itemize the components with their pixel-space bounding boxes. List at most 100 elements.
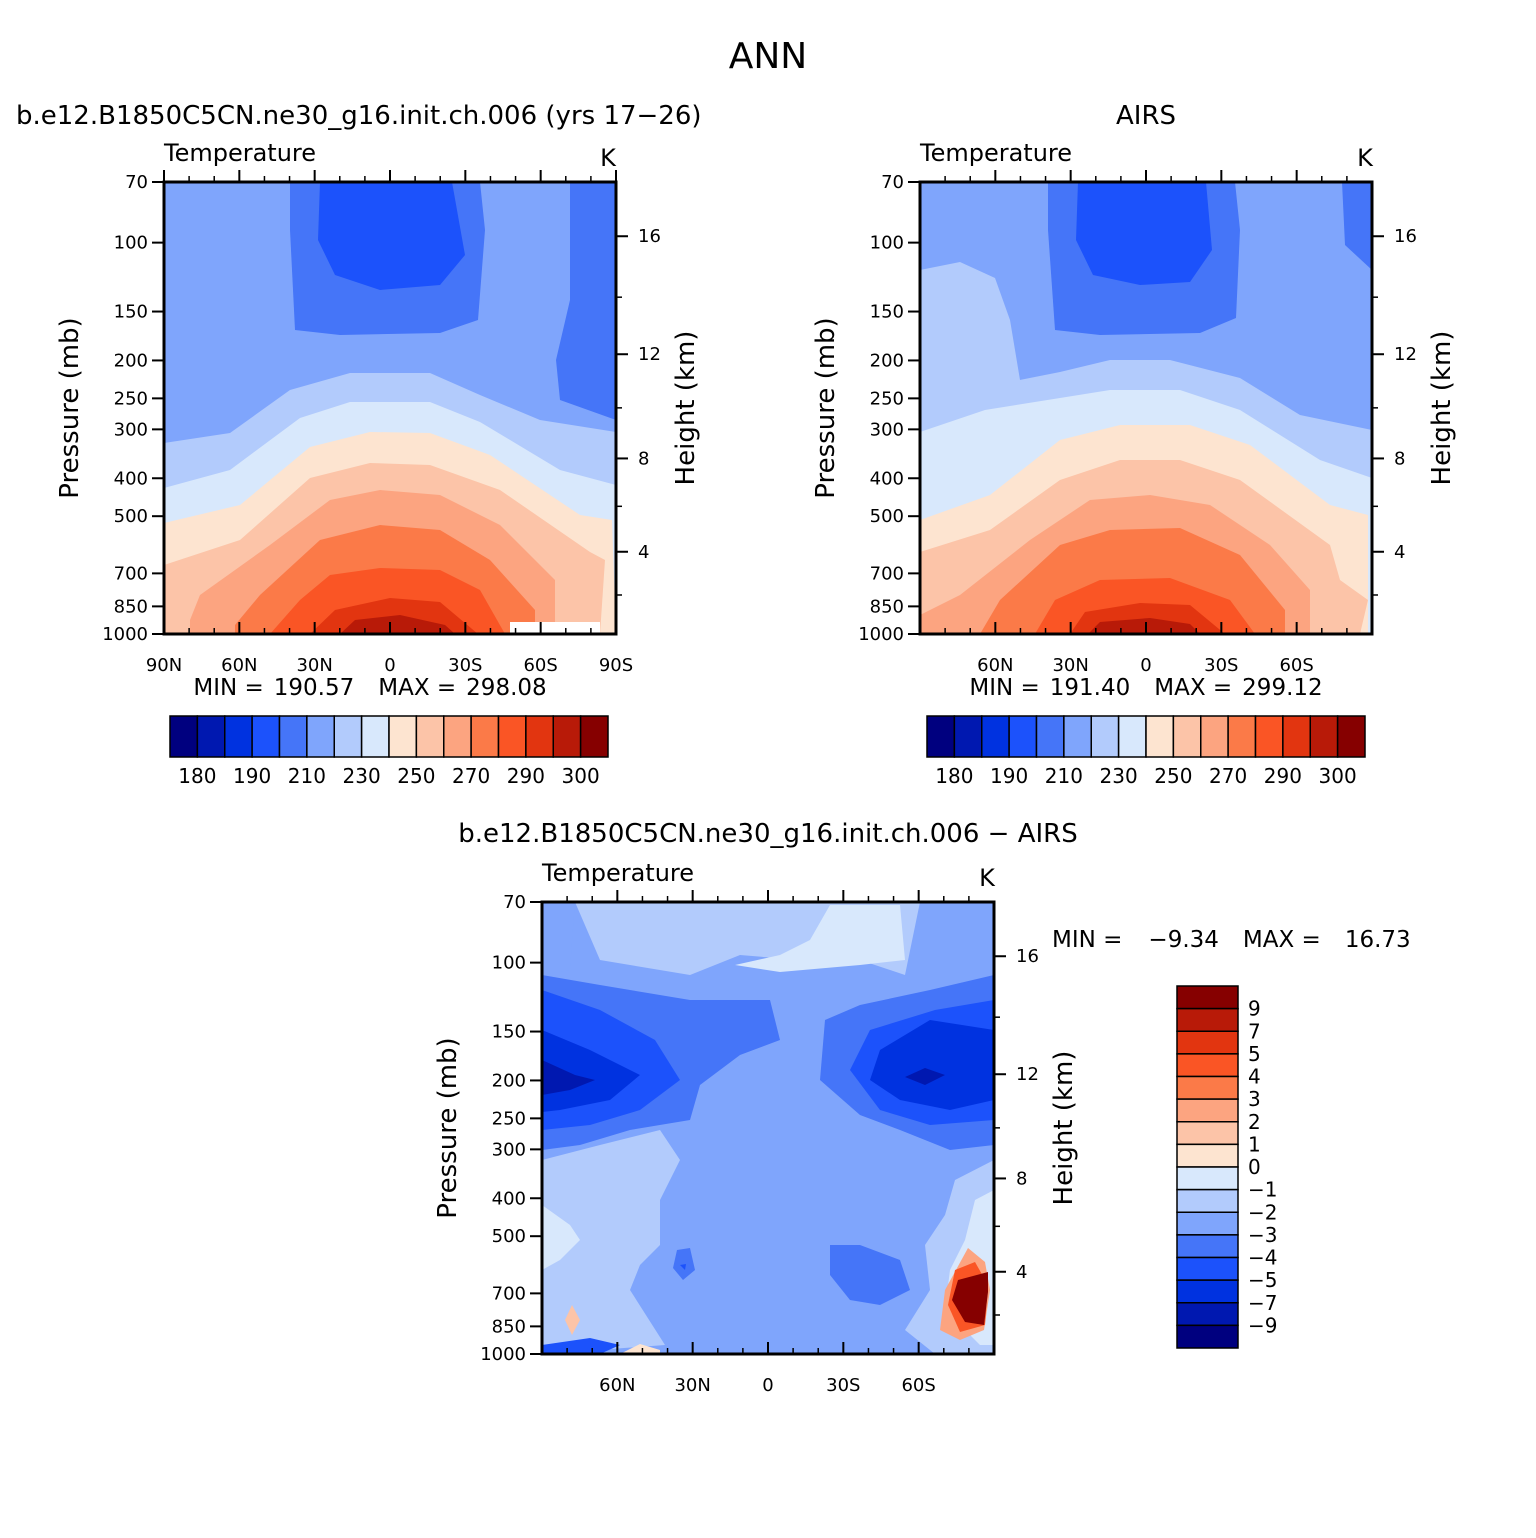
band-0-north-low xyxy=(542,1205,580,1270)
band-minus3-mid xyxy=(830,1245,910,1305)
panel-difference-stats: MIN = −9.34 MAX = 16.73 xyxy=(1052,927,1411,953)
height-tick-label: 4 xyxy=(638,542,649,563)
y-tick-label: 200 xyxy=(114,350,148,371)
y-tick-label: 100 xyxy=(492,953,526,974)
x-tick-label: 0 xyxy=(762,1375,773,1396)
panel-obs: AIRS Temperature K 60N 30N 0 30S 60S 70 100 150… xyxy=(811,101,1457,788)
band-210-south xyxy=(1342,182,1372,270)
colorbar-swatch xyxy=(224,715,253,758)
colorbar-label: −1 xyxy=(1248,1178,1277,1202)
colorbar-label: 190 xyxy=(233,764,271,788)
panel-model-contours xyxy=(164,182,616,634)
colorbar-label: −3 xyxy=(1248,1223,1277,1247)
y-tick-label: 250 xyxy=(114,388,148,409)
y2-axis-title: Height (km) xyxy=(1049,1051,1079,1206)
colorbar-label: −2 xyxy=(1248,1200,1277,1224)
colorbar-swatch xyxy=(1176,1279,1239,1304)
min-label: MIN = xyxy=(969,675,1039,701)
y-tick-label: 500 xyxy=(492,1226,526,1247)
y-tick-label: 300 xyxy=(870,419,904,440)
colorbar-label: 210 xyxy=(288,764,326,788)
max-value: 16.73 xyxy=(1345,927,1411,953)
panel-difference-title: b.e12.B1850C5CN.ne30_g16.init.ch.006 − A… xyxy=(458,819,1077,849)
y-tick-label: 1000 xyxy=(480,1344,526,1365)
missing-data xyxy=(510,622,600,634)
band-298 xyxy=(1088,618,1200,634)
y-tick-label: 850 xyxy=(870,596,904,617)
colorbar-swatch xyxy=(470,715,500,758)
colorbar-swatch xyxy=(1176,1188,1239,1213)
y-tick-label: 700 xyxy=(492,1283,526,1304)
colorbar-label: 9 xyxy=(1248,997,1261,1021)
colorbar-label: 5 xyxy=(1248,1042,1261,1066)
colorbar-swatch xyxy=(1117,715,1147,758)
x-tick-label: 30S xyxy=(1204,655,1238,676)
y-tick-label: 150 xyxy=(870,302,904,323)
x-tick-label: 90N xyxy=(146,655,182,676)
x-tick-label: 90S xyxy=(599,655,633,676)
band-minus2-edge xyxy=(542,902,575,975)
colorbar-swatch xyxy=(278,715,308,758)
y-tick-label: 700 xyxy=(114,563,148,584)
y-tick-label: 70 xyxy=(125,172,148,193)
panel-difference: b.e12.B1850C5CN.ne30_g16.init.ch.006 − A… xyxy=(433,819,1411,1396)
colorbar-label: −7 xyxy=(1248,1291,1277,1315)
panel-obs-contours xyxy=(920,182,1372,634)
colorbar-swatch xyxy=(1090,715,1120,758)
y-tick-label: 500 xyxy=(870,506,904,527)
colorbar-swatch xyxy=(415,715,445,758)
colorbar-swatch xyxy=(1176,1143,1239,1168)
colorbar-swatch xyxy=(251,715,281,758)
y-tick-label: 700 xyxy=(870,563,904,584)
colorbar-label: 230 xyxy=(343,764,381,788)
colorbar-swatch xyxy=(497,715,527,758)
colorbar-swatch xyxy=(1254,715,1284,758)
colorbar-swatch xyxy=(1176,1256,1239,1281)
colorbar-label: 3 xyxy=(1248,1087,1261,1111)
colorbar-swatch xyxy=(1176,1075,1239,1100)
colorbar-label: 210 xyxy=(1045,764,1083,788)
band-1-surface xyxy=(620,1344,660,1354)
y-tick-label: 200 xyxy=(870,350,904,371)
band-190 xyxy=(318,182,465,290)
colorbar-swatch xyxy=(1176,1098,1239,1123)
y2-axis-title: Height (km) xyxy=(1427,331,1457,486)
panel-obs-axes: 60N 30N 0 30S 60S 70 100 150 200 250 300 400 500 700 8… xyxy=(811,170,1457,676)
colorbar-swatch xyxy=(1176,1121,1239,1146)
band-minus4-spot xyxy=(680,1264,686,1270)
panel-difference-contours xyxy=(542,902,994,1354)
colorbar-label: 270 xyxy=(452,764,490,788)
y-tick-label: 400 xyxy=(492,1188,526,1209)
band-2-north-low xyxy=(565,1305,580,1335)
y-tick-label: 300 xyxy=(114,419,148,440)
y-tick-label: 850 xyxy=(492,1316,526,1337)
max-label: MAX = xyxy=(1243,927,1321,953)
panel-model-axes: 90N 60N 30N 0 30S 60S 90S 70 100 150 200 250 300 400 5… xyxy=(55,170,701,676)
band-minus7-south xyxy=(905,1068,945,1085)
height-tick-label: 4 xyxy=(1016,1262,1027,1283)
band-minus5-south xyxy=(870,1020,994,1110)
y-tick-label: 400 xyxy=(870,468,904,489)
y-tick-label: 500 xyxy=(114,506,148,527)
colorbar-swatch xyxy=(1176,1053,1239,1078)
colorbar-label: 190 xyxy=(990,764,1028,788)
band-298 xyxy=(340,615,455,634)
colorbar-label: 300 xyxy=(562,764,600,788)
x-tick-label: 60S xyxy=(1279,655,1313,676)
x-tick-label: 60S xyxy=(523,655,557,676)
x-tick-label: 60N xyxy=(599,1375,635,1396)
x-tick-label: 30N xyxy=(674,1375,710,1396)
max-label: MAX = xyxy=(378,675,456,701)
colorbar-label: 180 xyxy=(178,764,216,788)
height-tick-label: 16 xyxy=(638,226,661,247)
y-axis-title: Pressure (mb) xyxy=(811,317,841,498)
colorbar-swatch xyxy=(1176,1166,1239,1191)
panel-obs-colorbar: 180 190 210 230 250 270 290 300 xyxy=(926,715,1366,788)
y-tick-label: 100 xyxy=(114,233,148,254)
colorbar-swatch xyxy=(926,715,956,758)
colorbar-label: 250 xyxy=(397,764,435,788)
figure-title: ANN xyxy=(729,36,808,77)
colorbar-swatch xyxy=(953,715,983,758)
colorbar-label: −5 xyxy=(1248,1268,1277,1292)
